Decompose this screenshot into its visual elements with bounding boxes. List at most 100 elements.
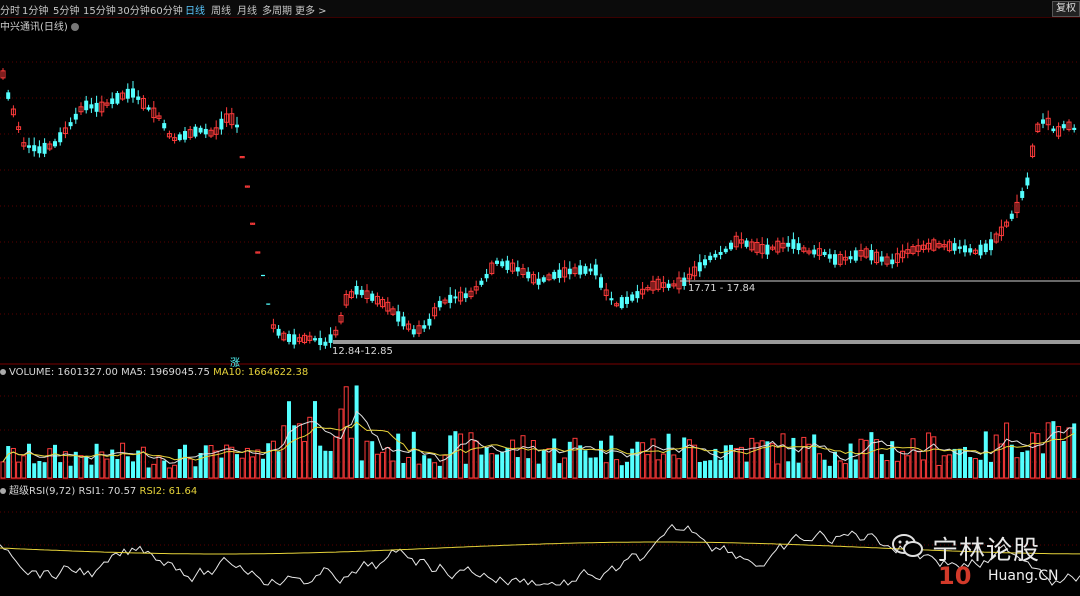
candle-up [650, 280, 656, 291]
volume-bar-up [406, 456, 412, 479]
volume-bar-up [307, 416, 313, 479]
volume-bar-down [833, 451, 837, 478]
tab-daily[interactable]: 日线 [185, 6, 205, 17]
candle-up [380, 299, 386, 308]
candle-up [244, 185, 250, 188]
candle-down [1025, 177, 1030, 186]
candle-down [146, 107, 151, 110]
wechat-icon [892, 534, 923, 557]
tab-monthly[interactable]: 月线 [237, 6, 257, 17]
tab-5min[interactable]: 5分钟 [53, 6, 80, 17]
volume-bar-down [84, 457, 89, 478]
tab-1min[interactable]: 1分钟 [22, 6, 49, 17]
candle-down [848, 256, 853, 260]
volume-bar-up [187, 458, 193, 479]
volume-bar-up [614, 459, 620, 479]
volume-bar-down [1041, 453, 1045, 478]
tab-more[interactable]: 更多 > [295, 6, 327, 17]
volume-bar-up [640, 442, 646, 479]
tab-30min[interactable]: 30分钟 [117, 6, 150, 17]
volume-bar-down [682, 437, 687, 478]
volume-bar-down [968, 457, 973, 478]
volume-bar-up [333, 436, 339, 479]
tab-60min[interactable]: 60分钟 [150, 6, 183, 17]
volume-ma10-line [2, 421, 1075, 463]
candle-up [759, 244, 765, 254]
volume-bar-up [390, 460, 396, 479]
candle-down [890, 259, 895, 265]
candle-down [401, 316, 406, 327]
indicator-settings-icon[interactable] [0, 369, 6, 375]
candle-up [140, 97, 146, 109]
volume-bar-up [801, 436, 807, 479]
tab-weekly[interactable]: 周线 [211, 6, 231, 17]
volume-bar-up [749, 437, 755, 479]
volume-bar-down [276, 451, 281, 478]
candle-down [609, 298, 614, 301]
candle-up [775, 240, 781, 253]
volume-bar-up [733, 447, 739, 479]
volume-bar-up [172, 464, 178, 479]
candle-down [983, 243, 988, 253]
volume-bar-down [963, 446, 967, 478]
watermark: 宁林论股 10 Huang.CN [892, 528, 1078, 594]
candle-up [489, 262, 495, 275]
candle-up [1045, 117, 1051, 126]
volume-bar-up [738, 446, 744, 479]
volume-bar-up [255, 449, 261, 479]
close-icon[interactable] [70, 23, 79, 31]
volume-bar-down [94, 443, 99, 478]
candle-down [630, 294, 635, 301]
candle-up [692, 266, 698, 277]
candle-down [37, 146, 42, 154]
candle-up [894, 253, 900, 263]
candle-down [84, 100, 89, 111]
volume-bar-down [359, 460, 364, 478]
candle-down [448, 294, 453, 303]
candle-up [645, 287, 651, 291]
tab-15min[interactable]: 15分钟 [83, 6, 116, 17]
volume-bar-down [453, 431, 458, 478]
volume-bar-up [385, 447, 391, 479]
candle-up [733, 235, 739, 248]
candle-up [416, 325, 422, 334]
volume-bar-down [203, 445, 208, 478]
candle-down [822, 251, 827, 256]
candle-up [874, 251, 880, 264]
candle-down [89, 104, 94, 109]
volume-bar-down [73, 451, 78, 478]
volume-bar-down [1072, 423, 1077, 478]
candle-up [156, 115, 162, 119]
candle-up [858, 249, 864, 257]
volume-bar-down [448, 435, 453, 478]
indicator-settings-icon[interactable] [0, 488, 6, 494]
candle-up [655, 278, 661, 290]
volume-bar-up [489, 453, 495, 479]
candle-down [786, 242, 791, 247]
volume-bar-down [131, 461, 135, 478]
candle-down [437, 300, 442, 308]
candle-down [1020, 191, 1025, 198]
volume-bar-up [78, 455, 84, 479]
volume-bar-up [151, 463, 157, 479]
volume-bar-down [812, 434, 817, 478]
candle-down [713, 253, 718, 258]
candle-down [588, 268, 593, 272]
candle-down [729, 242, 733, 250]
volume-bar-down [593, 457, 598, 478]
candle-down [313, 338, 317, 341]
candle-up [510, 262, 516, 272]
tab-fenshi[interactable]: 分时 [0, 6, 20, 17]
volume-bar-up [16, 461, 22, 479]
volume-bar-up [941, 455, 947, 479]
volume-bar-down [541, 450, 546, 478]
volume-bar-up [156, 455, 162, 479]
volume-bar-up [166, 467, 172, 479]
volume-bar-up [520, 435, 526, 479]
volume-bar-down [718, 459, 723, 478]
candle-down [359, 289, 364, 296]
period-toolbar: 分时 1分钟 5分钟 15分钟 30分钟 60分钟 日线 周线 月线 多周期 更… [0, 0, 1080, 18]
candle-up [915, 245, 921, 252]
tab-multi-period[interactable]: 多周期 [262, 6, 292, 17]
